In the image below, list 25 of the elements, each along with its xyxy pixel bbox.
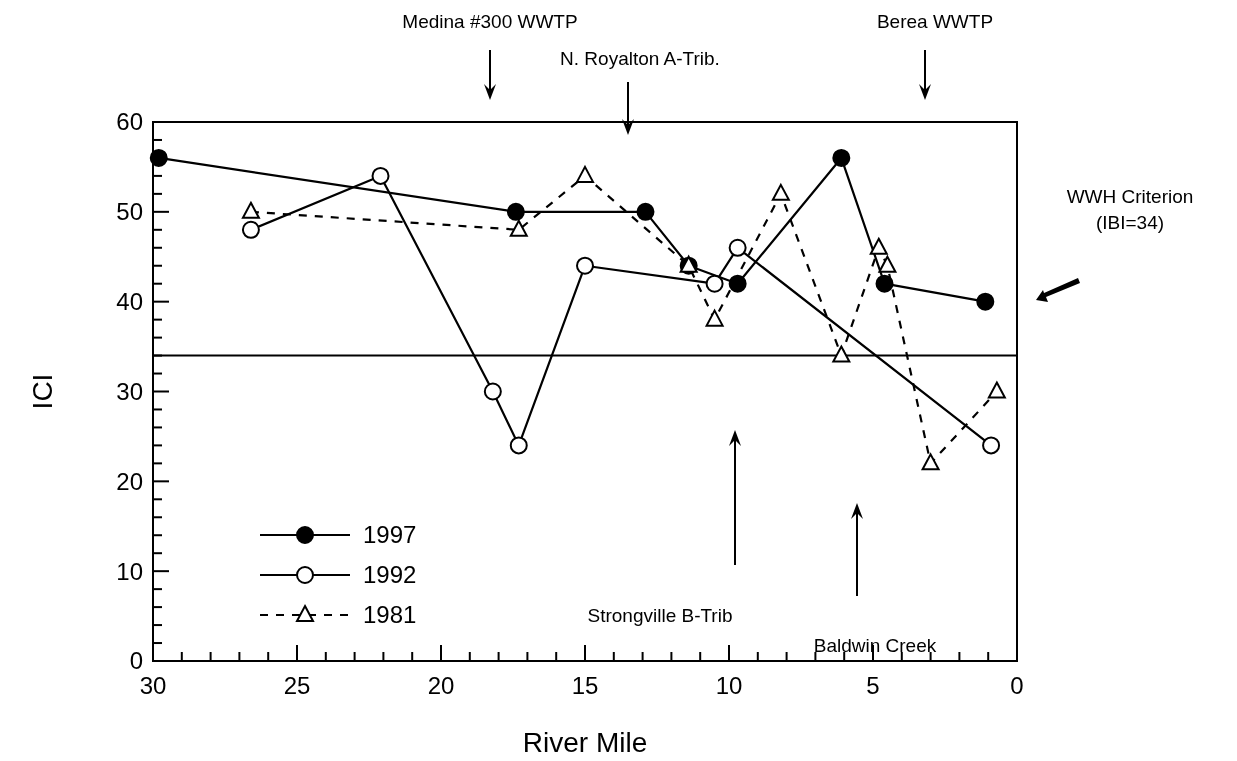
y-tick-label: 0 <box>129 647 143 675</box>
annotation: Strongville B-Trib <box>587 605 733 626</box>
legend-label: 1997 <box>363 521 417 549</box>
annotation: Baldwin Creek <box>813 635 937 656</box>
legend-label: 1992 <box>363 561 417 589</box>
y-axis-title: ICI <box>27 373 58 410</box>
x-tick-label: 25 <box>283 672 311 699</box>
y-tick-label: 10 <box>116 557 143 585</box>
text: Medina #300 WWTP <box>402 11 578 32</box>
x-tick-label: 0 <box>1010 672 1024 699</box>
y-tick-label: 20 <box>116 467 143 495</box>
x-axis-title: River Mile <box>522 727 648 758</box>
x-tick-label: 15 <box>571 672 599 699</box>
x-tick-label: 20 <box>427 672 455 699</box>
text: Berea WWTP <box>876 11 994 32</box>
y-tick-label: 60 <box>116 108 143 136</box>
legend-label: 1981 <box>363 601 417 629</box>
x-tick-label: 5 <box>866 672 880 699</box>
y-tick-label: 50 <box>116 198 143 226</box>
y-tick-label: 40 <box>116 288 143 316</box>
text: N. Royalton A-Trib. <box>560 48 720 69</box>
y-tick-label: 30 <box>116 377 143 405</box>
x-tick-label: 30 <box>139 672 167 699</box>
text: WWH Criterion (IBI=34) <box>1066 186 1194 233</box>
x-tick-label: 10 <box>715 672 743 699</box>
